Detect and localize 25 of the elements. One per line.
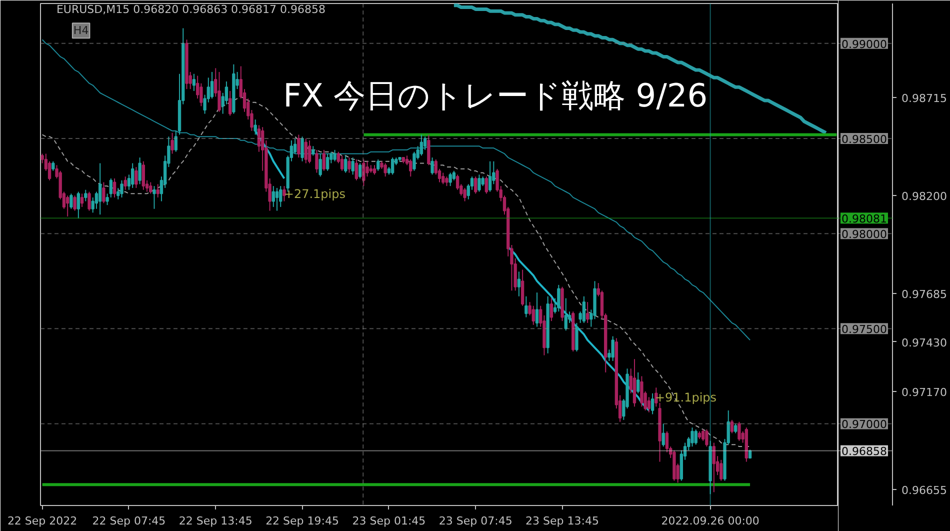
ref-line-label: 0.98081: [842, 212, 887, 226]
x-tick-label: 22 Sep 19:45: [266, 514, 340, 528]
x-tick-label: 22 Sep 07:45: [92, 514, 166, 528]
y-tick-label: 0.97170: [902, 386, 947, 399]
ref-line-label: 0.96858: [842, 445, 887, 458]
annotation: H4: [73, 24, 89, 38]
text: FX 今日のトレード戦略 9/26: [283, 76, 708, 114]
y-tick-label: 0.98715: [902, 92, 947, 106]
x-tick-label: 22 Sep 2022: [7, 514, 78, 528]
ref-line-label: 0.97000: [842, 418, 887, 432]
ref-line-label: 0.99000: [842, 38, 887, 51]
x-tick-label: 23 Sep 07:45: [438, 514, 512, 528]
x-tick-label: 2022.09.26 00:00: [661, 514, 760, 528]
y-tick-label: 0.97430: [902, 336, 947, 350]
y-tick-label: 0.98200: [902, 190, 947, 204]
x-tick-label: 22 Sep 13:45: [178, 514, 252, 528]
x-tick-label: 23 Sep 01:45: [352, 514, 426, 528]
y-tick-label: 0.96655: [902, 484, 947, 497]
ref-line-label: 0.98500: [842, 133, 887, 146]
x-tick-label: 23 Sep 13:45: [526, 514, 599, 528]
annotation: +27.1pips: [284, 186, 346, 201]
ref-line-label: 0.98000: [842, 228, 887, 242]
ref-line-label: 0.97500: [842, 323, 887, 336]
y-tick-label: 0.97685: [902, 288, 947, 301]
chart-subtitle: EURUSD,M15 0.96820 0.96863 0.96817 0.96858: [56, 3, 326, 16]
